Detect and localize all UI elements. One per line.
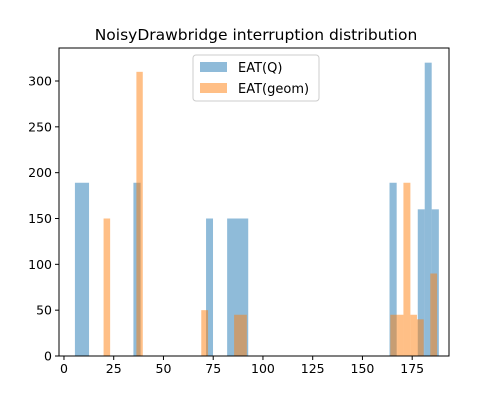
legend-label-eat-q: EAT(Q): [238, 61, 282, 76]
x-tick-label: 75: [205, 361, 221, 376]
bar-eat-geom: [103, 218, 111, 356]
x-tick-label: 50: [156, 361, 172, 376]
y-tick-label: 300: [28, 74, 52, 89]
bar-eat-geom: [410, 314, 417, 356]
y-tick-label: 250: [28, 119, 52, 134]
legend-swatch-eat-q: [200, 62, 227, 72]
y-axis: 0 50 100 150 200 250 300: [28, 74, 59, 364]
bar-eat-q: [417, 209, 425, 356]
bars-layer: [74, 62, 439, 357]
y-tick-label: 0: [44, 349, 52, 364]
plot-area-frame: [58, 47, 450, 357]
y-tick-label: 150: [28, 211, 52, 226]
x-tick-label: 100: [251, 361, 275, 376]
x-tick-label: 175: [400, 361, 424, 376]
x-axis: 0 25 50 75 100 125 150 175: [60, 356, 424, 376]
bar-eat-geom: [201, 310, 209, 356]
y-tick-label: 50: [36, 303, 52, 318]
y-tick-label: 200: [28, 165, 52, 180]
legend-label-eat-geom: EAT(geom): [238, 82, 309, 97]
bar-eat-q: [424, 62, 432, 357]
bar-eat-geom: [416, 319, 424, 356]
bar-eat-q: [74, 182, 90, 356]
bar-eat-geom: [390, 314, 398, 356]
bar-eat-q: [206, 218, 214, 356]
bar-eat-geom: [430, 273, 438, 356]
x-tick-label: 0: [60, 361, 68, 376]
bar-eat-q: [389, 182, 397, 356]
bar-eat-geom: [397, 314, 404, 356]
y-tick-label: 100: [28, 257, 52, 272]
bar-eat-geom: [136, 71, 143, 356]
chart-title: NoisyDrawbridge interruption distributio…: [95, 26, 418, 44]
x-tick-label: 125: [301, 361, 325, 376]
x-tick-label: 150: [351, 361, 375, 376]
legend: EAT(Q) EAT(geom): [192, 54, 320, 102]
legend-swatch-eat-geom: [200, 83, 227, 93]
x-tick-label: 25: [106, 361, 122, 376]
bar-eat-geom: [234, 314, 247, 356]
bar-eat-geom: [403, 182, 411, 356]
